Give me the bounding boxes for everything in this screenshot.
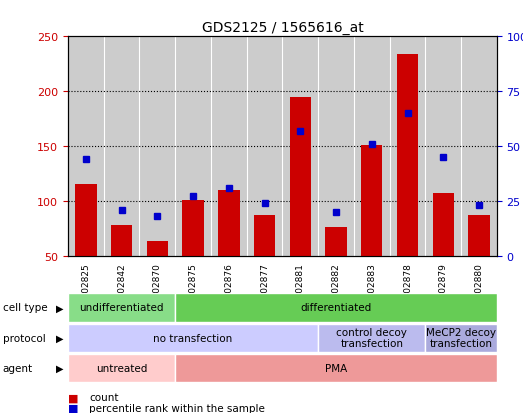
Text: control decoy
transfection: control decoy transfection [336,327,407,349]
Bar [290,97,311,256]
Bar [254,216,275,256]
Bar [183,200,204,256]
Bar [425,324,497,352]
Text: count: count [89,392,118,402]
Text: differentiated: differentiated [300,303,372,313]
Text: no transfection: no transfection [153,333,233,343]
Text: untreated: untreated [96,363,147,373]
Bar [468,216,490,256]
Text: percentile rank within the sample: percentile rank within the sample [89,403,265,413]
Text: agent: agent [3,363,33,373]
Bar [68,354,175,382]
Bar [111,225,132,256]
Text: MeCP2 decoy
transfection: MeCP2 decoy transfection [426,327,496,349]
Bar [175,294,497,322]
Bar [75,185,97,256]
Text: ▶: ▶ [56,363,64,373]
Text: PMA: PMA [325,363,347,373]
Bar [68,324,318,352]
Text: undifferentiated: undifferentiated [79,303,164,313]
Title: GDS2125 / 1565616_at: GDS2125 / 1565616_at [201,21,363,35]
Bar [325,228,347,256]
Bar [68,294,175,322]
Bar [218,190,240,256]
Text: ■: ■ [68,392,78,402]
Text: ■: ■ [68,403,78,413]
Bar [146,242,168,256]
Bar [397,55,418,256]
Text: ▶: ▶ [56,333,64,343]
Text: ▶: ▶ [56,303,64,313]
Bar [318,324,425,352]
Bar [361,145,382,256]
Bar [175,354,497,382]
Text: cell type: cell type [3,303,47,313]
Bar [433,194,454,256]
Text: protocol: protocol [3,333,46,343]
